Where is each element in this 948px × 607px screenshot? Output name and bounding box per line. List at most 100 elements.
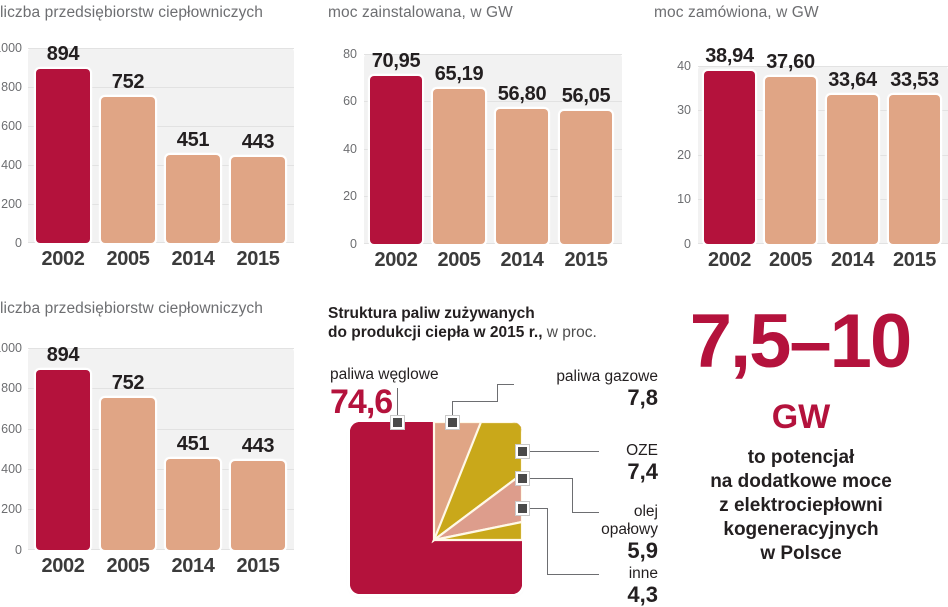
pie-title-line2-suffix: w proc.: [542, 324, 597, 341]
y-axis-tick: 80: [343, 47, 357, 61]
pie-label-value: 5,9: [627, 538, 658, 563]
chart-panel-liczba-przedsiebiorstw-top: liczba przedsiębiorstw ciepłowniczych 10…: [0, 4, 320, 274]
bar-value-label: 752: [111, 71, 145, 93]
y-axis-tick: 0: [684, 237, 691, 251]
leader-line-oze: [524, 451, 599, 453]
x-axis-label: 2002: [41, 555, 85, 577]
pie-label-name: paliwa węglowe: [330, 366, 439, 383]
y-axis-tick: 600: [1, 119, 22, 133]
pie-slice-paliwa-weglowe-lower: [434, 540, 522, 594]
bar-value-label: 65,19: [434, 63, 484, 85]
plot-area: 1000 800 600 400 200 0 894 2002 752 2005…: [0, 341, 294, 577]
chart-panel-moc-zainstalowana: moc zainstalowana, w GW 80 60 40 20 0 70…: [328, 4, 648, 274]
leader-line-gazowe-v2: [497, 384, 499, 402]
chart-title: moc zainstalowana, w GW: [328, 4, 513, 21]
bar: 65,19 2005: [433, 63, 485, 271]
gridline: [698, 110, 948, 111]
y-axis-tick: 60: [343, 94, 357, 108]
bar-value-label: 451: [176, 129, 210, 151]
pie-slice-paliwa-weglowe-upper: [350, 422, 434, 540]
leader-line-olej-v: [572, 478, 574, 513]
pie-label-olej-opalowy: olej opałowy 5,9: [328, 503, 658, 562]
bar: 752 2005: [101, 71, 155, 270]
highlight-description: to potencjał na dodatkowe moce z elektro…: [654, 446, 948, 566]
chart-title: liczba przedsiębiorstw ciepłowniczych: [0, 300, 263, 317]
chart-panel-liczba-przedsiebiorstw-bottom: liczba przedsiębiorstw ciepłowniczych 10…: [0, 300, 320, 580]
bar-value-label: 56,05: [561, 85, 611, 107]
y-axis-tick: 20: [343, 189, 357, 203]
gridline: [28, 204, 294, 205]
marker-olej-opalowy: [516, 472, 529, 485]
bar-value-label: 33,64: [828, 69, 877, 91]
y-axis-tick: 0: [15, 236, 22, 250]
x-axis-label: 2002: [708, 249, 751, 271]
plot-area: 80 60 40 20 0 70,95 2002 65,19 2005 56,8…: [343, 47, 622, 271]
y-axis-tick: 400: [1, 158, 22, 172]
pie-label-value: 7,4: [627, 459, 658, 484]
bar-value-label: 56,80: [497, 83, 547, 105]
x-axis-label: 2015: [893, 249, 936, 271]
y-axis-tick: 0: [350, 237, 357, 251]
bar-value-label: 451: [176, 433, 210, 455]
gridline: [364, 196, 622, 197]
gridline: [28, 549, 294, 550]
x-axis-label: 2014: [171, 555, 215, 577]
pie-title-line2: do produkcji ciepła w 2015 r.,: [328, 324, 543, 341]
bar: 894 2002: [36, 43, 90, 270]
gridline: [28, 87, 294, 88]
pie-slices: [350, 422, 522, 594]
highlight-panel: 7,5–10 GW to potencjał na dodatkowe moce…: [654, 300, 948, 593]
bar-value-label: 33,53: [890, 69, 939, 91]
chart-panel-struktura-paliw: Struktura paliw zużywanych do produkcji …: [328, 300, 658, 606]
y-axis-tick: 600: [1, 422, 22, 436]
infographic-root: liczba przedsiębiorstw ciepłowniczych 10…: [0, 4, 948, 606]
y-axis-tick: 30: [677, 103, 691, 117]
gridline: [698, 243, 948, 244]
y-axis-tick: 0: [15, 543, 22, 557]
y-axis-tick: 40: [343, 142, 357, 156]
gridline: [28, 429, 294, 430]
bar-value-label: 894: [46, 344, 80, 366]
gridline: [28, 348, 294, 349]
pie-title-line1: Struktura paliw zużywanych: [328, 305, 535, 322]
bar-value-label: 443: [241, 131, 275, 153]
marker-oze: [516, 445, 529, 458]
pie-label-inne: inne 4,3: [328, 565, 658, 606]
y-axis-tick: 800: [1, 381, 22, 395]
gridline: [28, 126, 294, 127]
gridline: [28, 48, 294, 49]
x-axis-label: 2005: [106, 248, 150, 270]
bar: 451 2014: [166, 129, 220, 270]
gridline: [28, 509, 294, 510]
gridline: [698, 155, 948, 156]
bar: 33,64 2014: [827, 69, 878, 271]
y-axis-tick: 200: [1, 197, 22, 211]
y-axis-tick: 20: [677, 148, 691, 162]
bar-value-label: 70,95: [371, 50, 421, 72]
x-axis-label: 2014: [171, 248, 215, 270]
x-axis-label: 2005: [769, 249, 812, 271]
y-axis-tick: 200: [1, 502, 22, 516]
marker-paliwa-weglowe: [391, 416, 404, 429]
bar: 752 2005: [101, 372, 155, 577]
bar-value-label: 752: [111, 372, 145, 394]
bar: 894 2002: [36, 344, 90, 577]
bar-value-label: 38,94: [705, 45, 754, 67]
y-axis-tick: 400: [1, 462, 22, 476]
pie-title: Struktura paliw zużywanych do produkcji …: [328, 304, 658, 342]
highlight-unit: GW: [771, 398, 831, 436]
pie-slice-inne-overlay: [433, 520, 522, 542]
bar: 70,95 2002: [370, 50, 422, 271]
x-axis-label: 2015: [564, 249, 608, 271]
leader-line-inne-h1: [524, 508, 548, 510]
leader-line-inne-v: [547, 508, 549, 575]
plot-area: 40 30 20 10 0 38,94 2002 37,60 2005 33,6…: [677, 45, 948, 271]
pie-label-paliwa-weglowe: paliwa węglowe 74,6: [330, 366, 439, 420]
pie-label-value: 74,6: [330, 383, 393, 421]
x-axis-label: 2002: [41, 248, 85, 270]
gridline: [364, 243, 622, 244]
leader-line-olej-h1: [524, 478, 573, 480]
pie-label-name: OZE: [626, 442, 658, 459]
gridline: [28, 165, 294, 166]
pie-label-name2: opałowy: [601, 521, 658, 538]
